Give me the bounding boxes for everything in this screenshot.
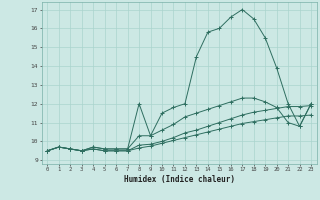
X-axis label: Humidex (Indice chaleur): Humidex (Indice chaleur)	[124, 175, 235, 184]
